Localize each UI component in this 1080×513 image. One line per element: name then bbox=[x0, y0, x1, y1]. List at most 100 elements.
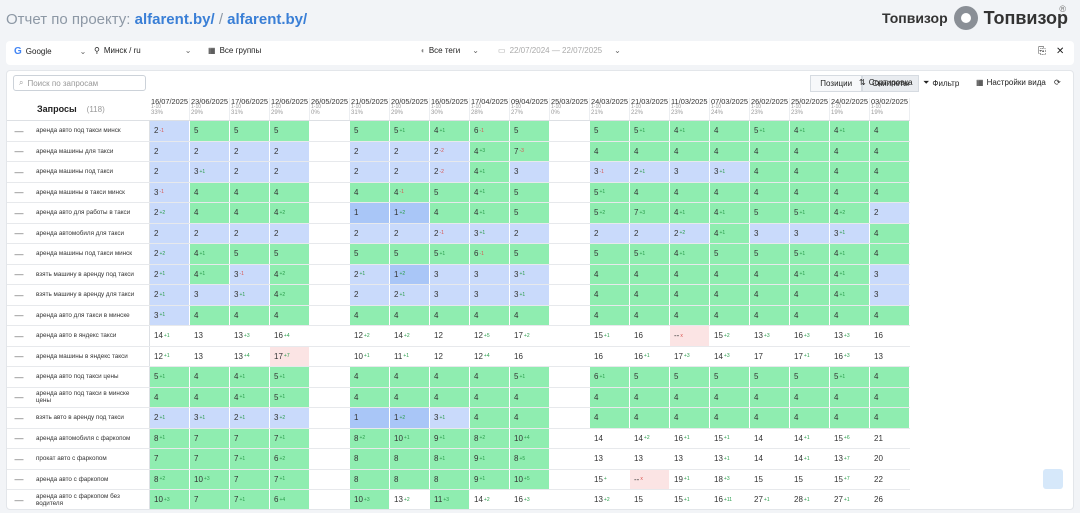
date-column-header[interactable]: 17/06/2025 1-10 31% bbox=[230, 98, 270, 120]
position-cell: 2 +1 bbox=[350, 264, 390, 284]
filter-button[interactable]: ⏷ Фильтр bbox=[923, 78, 959, 88]
engine-select[interactable]: G Google ⌄ bbox=[14, 46, 86, 57]
position-change: +2 bbox=[399, 271, 406, 278]
date-column-header[interactable]: 25/02/2025 1-10 23% bbox=[790, 98, 830, 120]
date-column-header[interactable]: 21/05/2025 1-10 31% bbox=[350, 98, 390, 120]
tab-positions[interactable]: Позиции bbox=[810, 75, 863, 92]
date-column-header[interactable]: 23/06/2025 1-10 29% bbox=[190, 98, 230, 120]
row-menu-icon[interactable]: — bbox=[14, 433, 24, 444]
export-icon[interactable]: ⎘ bbox=[1038, 46, 1046, 57]
position-cell bbox=[550, 469, 590, 489]
query-text[interactable]: взять авто в аренду под такси bbox=[31, 408, 150, 428]
position-change: +4 bbox=[243, 353, 250, 360]
position-value: 5 bbox=[594, 126, 599, 136]
date-column-header[interactable]: 26/05/2025 1-10 0% bbox=[310, 98, 350, 120]
tools-icon[interactable]: ✕ bbox=[1056, 46, 1065, 57]
position-change: +1 bbox=[399, 127, 406, 134]
query-text[interactable]: аренда машины в яндекс такси bbox=[31, 346, 150, 366]
date-column-header[interactable]: 24/03/2025 1-10 21% bbox=[590, 98, 630, 120]
query-text[interactable]: аренда авто под такси минск bbox=[31, 121, 150, 141]
visibility-percent: 27% bbox=[511, 110, 524, 116]
region-select[interactable]: ⚲ Минск / ru ⌄ bbox=[94, 46, 191, 55]
tags-select[interactable]: ◖ Все теги ⌄ bbox=[420, 46, 479, 55]
date-column-header[interactable]: 07/03/2025 1-10 24% bbox=[710, 98, 750, 120]
site-link[interactable]: alfarent.by/ bbox=[227, 10, 308, 28]
position-change: +1 bbox=[679, 209, 686, 216]
row-menu-icon[interactable]: — bbox=[14, 187, 24, 198]
row-menu-icon[interactable]: — bbox=[14, 392, 24, 403]
query-text[interactable]: аренда автомобиля для такси bbox=[31, 223, 150, 243]
position-value: 16 bbox=[714, 495, 723, 505]
date-column-header[interactable]: 03/02/2025 1-10 19% bbox=[870, 98, 910, 120]
date-column-header[interactable]: 12/06/2025 1-10 29% bbox=[270, 98, 310, 120]
query-text[interactable]: аренда машины под такси bbox=[31, 162, 150, 182]
query-text[interactable]: прокат авто с фаркопом bbox=[31, 449, 150, 469]
row-menu-icon[interactable]: — bbox=[14, 412, 24, 423]
search-input[interactable]: ⌕ Поиск по запросам bbox=[13, 75, 146, 91]
row-menu-icon[interactable]: — bbox=[14, 453, 24, 464]
position-value: 5 bbox=[514, 372, 519, 382]
date-column-header[interactable]: 24/02/2025 1-10 19% bbox=[830, 98, 870, 120]
date-column-header[interactable]: 26/02/2025 1-10 23% bbox=[750, 98, 790, 120]
query-text[interactable]: аренда авто в яндекс такси bbox=[31, 326, 150, 346]
row-menu-icon[interactable]: — bbox=[14, 166, 24, 177]
query-text[interactable]: взять машину в аренду под такси bbox=[31, 264, 150, 284]
search-icon: ⌕ bbox=[19, 78, 24, 87]
view-settings-button[interactable]: ▦ Настройки вида bbox=[976, 78, 1046, 87]
scroll-top-button[interactable] bbox=[1043, 469, 1063, 489]
query-text[interactable]: аренда авто под такси цены bbox=[31, 367, 150, 387]
groups-select[interactable]: ▦ Все группы bbox=[208, 46, 261, 55]
row-menu-icon[interactable]: — bbox=[14, 289, 24, 300]
query-text[interactable]: аренда машины для такси bbox=[31, 141, 150, 161]
sort-button[interactable]: ⇅ Сортировка bbox=[859, 78, 913, 87]
query-text[interactable]: аренда авто с фаркопом без водителя bbox=[31, 490, 150, 509]
position-change: -1 bbox=[479, 127, 484, 134]
date-range-label: 22/07/2024 — 22/07/2025 bbox=[509, 46, 603, 55]
refresh-icon[interactable]: ⟳ bbox=[1054, 78, 1061, 87]
position-change: +1 bbox=[839, 271, 846, 278]
position-change: +1 bbox=[479, 168, 486, 175]
date-column-header[interactable]: 16/07/2025 1-10 33% bbox=[150, 98, 190, 120]
row-menu-icon[interactable]: — bbox=[14, 207, 24, 218]
query-text[interactable]: аренда машины в такси минск bbox=[31, 182, 150, 202]
position-value: 7 bbox=[194, 433, 199, 443]
position-change: +1 bbox=[439, 250, 446, 257]
query-text[interactable]: аренда машины под такси минск bbox=[31, 244, 150, 264]
position-cell: 16 bbox=[510, 346, 550, 366]
row-menu-icon[interactable]: — bbox=[14, 248, 24, 259]
position-value: 4 bbox=[754, 187, 759, 197]
row-menu-icon[interactable]: — bbox=[14, 269, 24, 280]
date-range-select[interactable]: ▭ 22/07/2024 — 22/07/2025 ⌄ bbox=[498, 46, 621, 55]
position-change: +1 bbox=[279, 373, 286, 380]
date-column-header[interactable]: 20/05/2025 1-10 29% bbox=[390, 98, 430, 120]
query-text[interactable]: аренда авто под такси в минске цены bbox=[31, 387, 150, 407]
position-value: 6 bbox=[594, 372, 599, 382]
row-menu-icon[interactable]: — bbox=[14, 494, 24, 505]
row-menu-icon[interactable]: — bbox=[14, 310, 24, 321]
position-value: 4 bbox=[754, 269, 759, 279]
project-link[interactable]: alfarent.by/ bbox=[134, 10, 215, 28]
date-column-header[interactable]: 25/03/2025 1-10 0% bbox=[550, 98, 590, 120]
row-menu-icon[interactable]: — bbox=[14, 125, 24, 136]
query-text[interactable]: аренда автомобиля с фаркопом bbox=[31, 428, 150, 448]
row-menu-icon[interactable]: — bbox=[14, 371, 24, 382]
position-cell: 5 +2 bbox=[590, 203, 630, 223]
position-value: 4 bbox=[794, 290, 799, 300]
row-menu-icon[interactable]: — bbox=[14, 228, 24, 239]
query-text[interactable]: взять машину в аренду для такси bbox=[31, 285, 150, 305]
query-text[interactable]: аренда авто для работы в такси bbox=[31, 203, 150, 223]
row-menu-icon[interactable]: — bbox=[14, 146, 24, 157]
date-column-header[interactable]: 11/03/2025 1-10 23% bbox=[670, 98, 710, 120]
date-column-header[interactable]: 09/04/2025 1-10 27% bbox=[510, 98, 550, 120]
query-text[interactable]: аренда авто с фаркопом bbox=[31, 469, 150, 489]
date-column-header[interactable]: 21/03/2025 1-10 22% bbox=[630, 98, 670, 120]
tab-snippets[interactable]: Сниппеты bbox=[862, 75, 919, 92]
row-menu-icon[interactable]: — bbox=[14, 351, 24, 362]
row-menu-icon[interactable]: — bbox=[14, 474, 24, 485]
row-menu-icon[interactable]: — bbox=[14, 330, 24, 341]
position-cell: 2 +1 bbox=[630, 162, 670, 182]
position-change: +1 bbox=[159, 291, 166, 298]
date-column-header[interactable]: 17/04/2025 1-10 28% bbox=[470, 98, 510, 120]
date-column-header[interactable]: 16/05/2025 1-10 30% bbox=[430, 98, 470, 120]
query-text[interactable]: аренда авто для такси в минске bbox=[31, 305, 150, 325]
